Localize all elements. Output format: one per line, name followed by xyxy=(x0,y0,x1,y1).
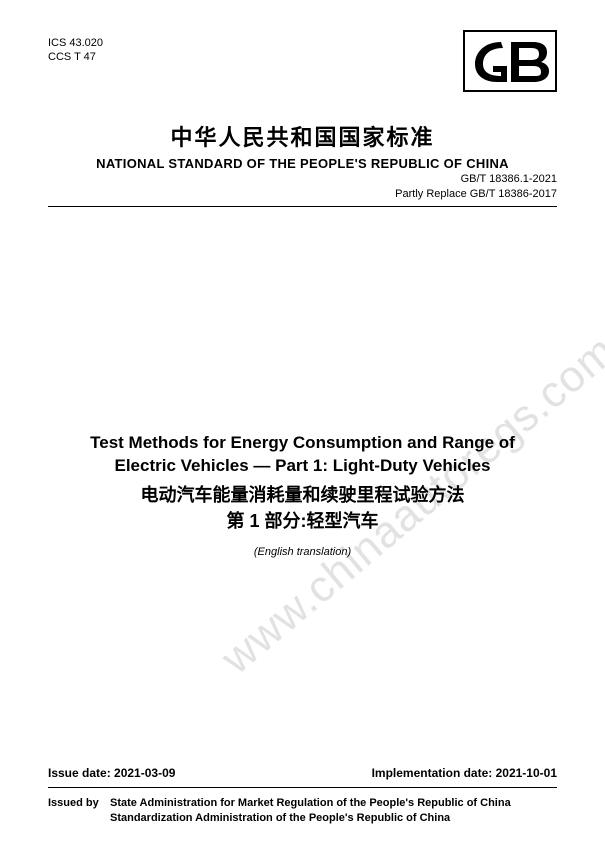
issuer-line-1: State Administration for Market Regulati… xyxy=(110,796,511,811)
translation-note: (English translation) xyxy=(48,546,557,558)
issuer-block: Issued by State Administration for Marke… xyxy=(48,796,557,826)
header-block: 中华人民共和国国家标准 NATIONAL STANDARD OF THE PEO… xyxy=(48,120,557,171)
title-block: Test Methods for Energy Consumption and … xyxy=(48,432,557,558)
issue-date: Issue date: 2021-03-09 xyxy=(48,766,175,780)
horizontal-rule-bottom xyxy=(48,787,557,788)
implementation-date: Implementation date: 2021-10-01 xyxy=(372,766,557,780)
title-chinese: 电动汽车能量消耗量和续驶里程试验方法 第 1 部分:轻型汽车 xyxy=(48,482,557,534)
dates-row: Issue date: 2021-03-09 Implementation da… xyxy=(48,766,557,780)
standard-number: GB/T 18386.1-2021 xyxy=(395,172,557,187)
standard-number-block: GB/T 18386.1-2021 Partly Replace GB/T 18… xyxy=(395,172,557,203)
document-page: ICS 43.020 CCS T 47 中华人民共和国国家标准 NATIONAL… xyxy=(0,0,605,854)
issued-by-label: Issued by xyxy=(48,796,110,811)
gb-logo-icon xyxy=(463,30,557,92)
national-standard-en: NATIONAL STANDARD OF THE PEOPLE'S REPUBL… xyxy=(48,156,557,171)
horizontal-rule-top xyxy=(48,206,557,207)
title-english: Test Methods for Energy Consumption and … xyxy=(48,432,557,478)
classification-codes: ICS 43.020 CCS T 47 xyxy=(48,36,103,65)
issuer-line-2: Standardization Administration of the Pe… xyxy=(110,811,450,826)
national-standard-cn: 中华人民共和国国家标准 xyxy=(48,120,557,152)
replaces-note: Partly Replace GB/T 18386-2017 xyxy=(395,187,557,202)
ccs-code: CCS T 47 xyxy=(48,50,103,64)
ics-code: ICS 43.020 xyxy=(48,36,103,50)
